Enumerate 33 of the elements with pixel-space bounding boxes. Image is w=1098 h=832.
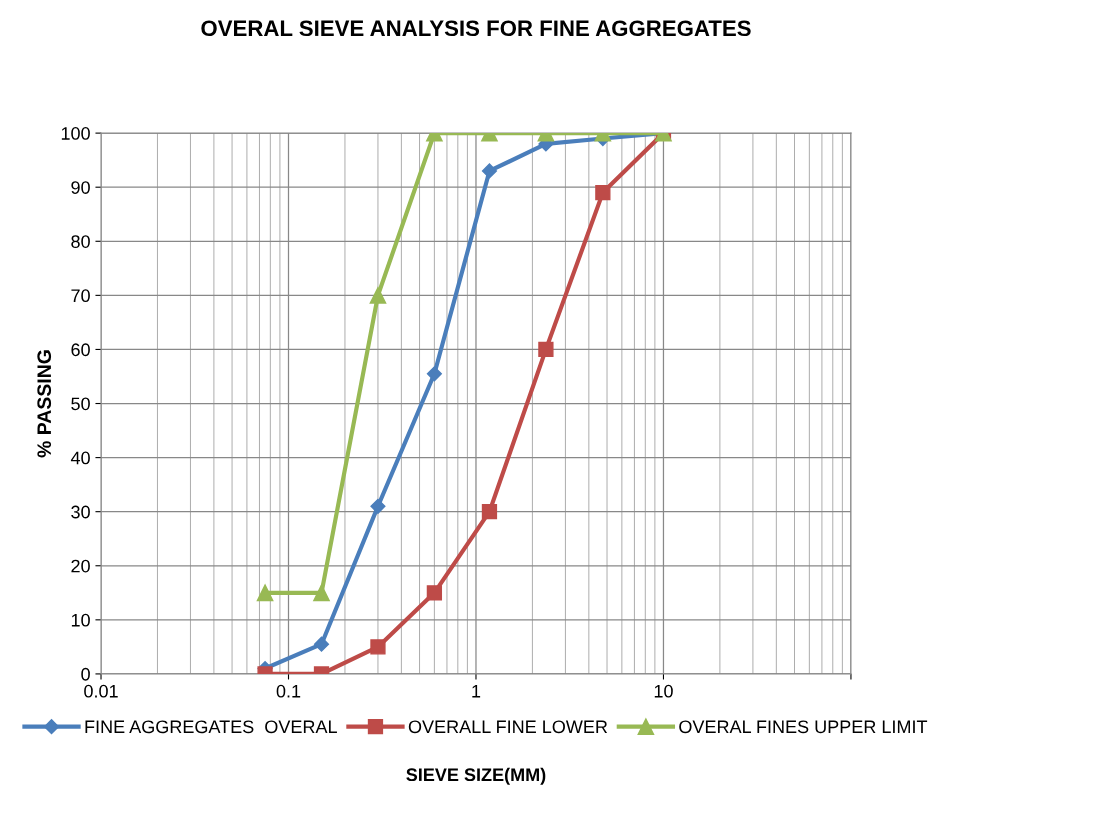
point	[256, 584, 274, 602]
legend-label: FINE AGGREGATES OVERAL	[85, 720, 337, 734]
x-tick-label: 0.1	[276, 684, 301, 698]
point	[426, 366, 442, 382]
point	[538, 341, 554, 358]
chart-title: OVERAL SIEVE ANALYSIS FOR FINE AGGREGATES	[201, 20, 751, 37]
x-tick-label: 0.01	[84, 684, 118, 698]
x-axis-title: SIEVE SIZE(MM)	[406, 767, 546, 785]
y-tick-label: 20	[71, 559, 90, 573]
y-tick-label: 0	[81, 667, 90, 681]
point	[370, 639, 386, 655]
point	[595, 184, 611, 201]
point	[313, 636, 330, 652]
point	[426, 585, 443, 601]
y-tick-label: 10	[71, 613, 90, 627]
x-tick-label: 1	[472, 685, 481, 698]
y-tick-label: 30	[71, 505, 90, 519]
point	[481, 163, 498, 179]
x-tick-label: 10	[654, 684, 673, 698]
y-tick-label: 100	[61, 127, 90, 140]
y-tick-label: 40	[70, 451, 90, 465]
point	[370, 498, 386, 514]
y-axis-title: % PASSING	[37, 350, 52, 458]
y-tick-label: 90	[71, 181, 90, 194]
y-tick-label: 80	[71, 235, 90, 248]
point	[481, 504, 498, 520]
y-tick-label: 70	[71, 289, 90, 303]
y-tick-label: 60	[71, 343, 90, 357]
legend-label: OVERAL FINES UPPER LIMIT	[679, 720, 928, 734]
y-tick-label: 50	[71, 397, 90, 411]
legend-label: OVERALL FINE LOWER	[408, 720, 608, 734]
point	[313, 584, 330, 602]
point	[369, 287, 387, 304]
